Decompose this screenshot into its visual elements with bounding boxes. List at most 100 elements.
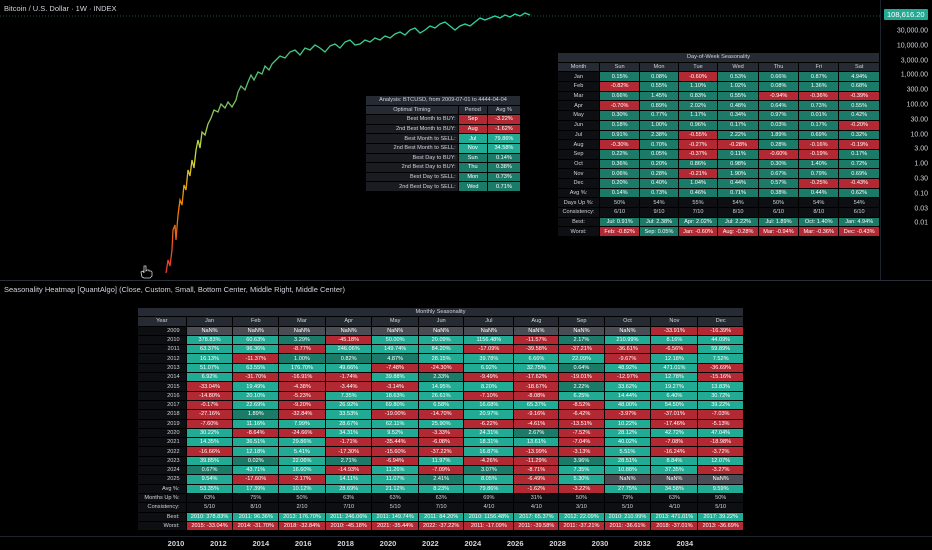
heat-cell: 5/10 <box>697 502 744 513</box>
heat-cell: 16.13% <box>185 353 234 364</box>
price-tick-label: 0.03 <box>914 205 928 213</box>
heat-header: Jan <box>185 316 234 327</box>
dow-row-label: Oct <box>557 158 600 170</box>
optimal-avg: 0.73% <box>486 171 522 183</box>
heat-cell: 60.63% <box>232 334 280 346</box>
heat-row: 2023 39.85% 0.02% 22.06% 2.71% -6.94% 11.97% -4… <box>137 455 744 467</box>
heat-cell: 11.16% <box>232 418 280 429</box>
heat-cell: 13.61% <box>513 437 560 448</box>
heat-cell: 7.35% <box>324 390 373 401</box>
dow-header: Sun <box>598 61 641 73</box>
dow-cell: 0.03% <box>757 119 800 131</box>
heat-cell: -31.70% <box>232 372 280 383</box>
heat-cell: 12.18% <box>650 353 699 364</box>
heat-cell: -15.16% <box>697 372 744 383</box>
dow-cell: 1.17% <box>677 110 719 121</box>
dow-cell: 0.30% <box>757 158 800 170</box>
dow-cell: 9/10 <box>639 207 679 218</box>
dow-cell: 0.46% <box>677 187 719 199</box>
heat-cell: 2011: 84.20% <box>417 511 465 522</box>
dow-row: Apr -0.70% 0.89% 2.02% 0.48% 0.64% 0.73% 0.55% <box>557 100 880 112</box>
time-tick-label: 2010 <box>167 539 185 548</box>
heat-cell: 63% <box>650 492 699 504</box>
price-tick-label: 10.00 <box>910 131 928 139</box>
time-tick-label: 2034 <box>676 539 694 548</box>
heat-header: May <box>371 316 419 327</box>
optimal-avg: 0.14% <box>486 152 522 164</box>
heat-cell: 8.05% <box>463 474 515 485</box>
heat-row-label: 2020 <box>137 427 187 439</box>
heat-cell: 14.44% <box>603 390 652 401</box>
dow-row-label: Days Up %: <box>557 197 600 208</box>
pane-separator[interactable] <box>0 280 932 281</box>
heat-row-label: 2015 <box>137 381 187 392</box>
optimal-row: Best Day to SELL: Mon 0.73% <box>365 171 522 183</box>
heat-cell: -7.60% <box>185 418 234 429</box>
heat-row-label: Best: <box>137 511 187 522</box>
dow-header: Tue <box>677 61 719 73</box>
heat-cell: 20.09% <box>417 334 465 346</box>
heat-cell: -16.91% <box>278 372 326 383</box>
heat-row: Worst: 2015: -33.04% 2014: -31.70% 2018: -3… <box>137 520 744 532</box>
heat-cell: 39.88% <box>371 372 419 383</box>
heat-cell: 5.41% <box>278 446 326 457</box>
dow-cell: 0.62% <box>838 187 880 199</box>
heat-row: 2017 -0.17% 22.69% -9.20% 26.92% 69.80% 6.58% 1… <box>137 399 744 411</box>
heat-cell: -12.97% <box>603 372 652 383</box>
heat-row-label: 2017 <box>137 399 187 411</box>
optimal-avg: 79.86% <box>486 133 522 144</box>
heat-cell: 22.69% <box>232 399 280 411</box>
heat-cell: 1.89% <box>232 409 280 420</box>
dow-cell: 0.72% <box>838 158 880 170</box>
optimal-header: Optimal Timing <box>365 104 459 116</box>
heat-cell: 2011: -39.58% <box>513 520 560 532</box>
heat-cell: 2/10 <box>278 502 326 513</box>
time-axis[interactable]: 2010 2012 2014 2016 2018 2020 2022 2024 2026 2028… <box>0 536 932 550</box>
optimal-period: Thu <box>457 162 488 173</box>
heat-cell: 471.01% <box>650 362 699 374</box>
dow-row-label: Best: <box>557 216 600 228</box>
dow-cell: 0.86% <box>677 158 719 170</box>
dow-row-label: Avg %: <box>557 187 600 199</box>
dow-cell: Jul: 1.89% <box>757 216 800 228</box>
dow-cell: 0.64% <box>757 100 800 112</box>
heat-row: 2024 0.67% 43.71% 16.60% -14.93% 11.26% -7.09%… <box>137 465 744 476</box>
optimal-row: 2nd Best Month to BUY: Aug -1.62% <box>365 123 522 135</box>
heat-cell: -9.49% <box>463 372 515 383</box>
heat-cell: -7.52% <box>558 427 605 439</box>
optimal-period: Sun <box>457 152 488 164</box>
price-axis[interactable]: 30,000.00 10,000.00 3,000.00 1,000.00 300.00… <box>880 0 932 280</box>
time-tick-label: 2012 <box>210 539 227 548</box>
heat-header: Jul <box>463 316 515 327</box>
heat-cell: NaN% <box>278 325 326 336</box>
heat-cell: 16.87% <box>463 446 515 457</box>
heat-cell: 28.15% <box>417 353 465 364</box>
heat-cell: -24.30% <box>417 362 465 374</box>
heat-cell: NaN% <box>371 325 419 336</box>
heat-cell: 48.00% <box>603 399 652 411</box>
price-line <box>165 12 531 274</box>
heat-cell: 20.10% <box>232 390 280 401</box>
optimal-row: Best Month to SELL: Jul 79.86% <box>365 133 522 144</box>
heat-cell: -19.01% <box>558 372 605 383</box>
heat-row-label: 2012 <box>137 353 187 364</box>
dow-cell: 0.71% <box>717 187 759 199</box>
dow-cell: 4.94% <box>838 71 880 83</box>
optimal-label: Best Month to BUY: <box>365 114 459 125</box>
heat-cell: 49.66% <box>324 362 373 374</box>
dow-row: Jun 0.18% 1.00% 0.96% 0.17% 0.03% 0.17% -0.20% <box>557 119 880 131</box>
heat-cell: 28.69% <box>324 483 373 494</box>
dow-cell: 0.69% <box>798 129 840 141</box>
heat-cell: 18.63% <box>371 390 419 401</box>
heat-cell: 9.54% <box>185 474 234 485</box>
dow-cell: Aug: -0.28% <box>717 226 759 238</box>
dow-cell: 0.48% <box>717 100 759 112</box>
dow-cell: 1.04% <box>677 177 719 189</box>
heat-cell: -17.30% <box>324 446 373 457</box>
heat-cell: 2011: 96.36% <box>232 511 280 522</box>
dow-cell: 0.77% <box>639 110 679 121</box>
heat-cell: -19.00% <box>371 409 419 420</box>
dow-cell: 1.02% <box>717 81 759 92</box>
dow-cell: Mar: -0.36% <box>798 226 840 238</box>
price-chart[interactable] <box>0 0 880 280</box>
